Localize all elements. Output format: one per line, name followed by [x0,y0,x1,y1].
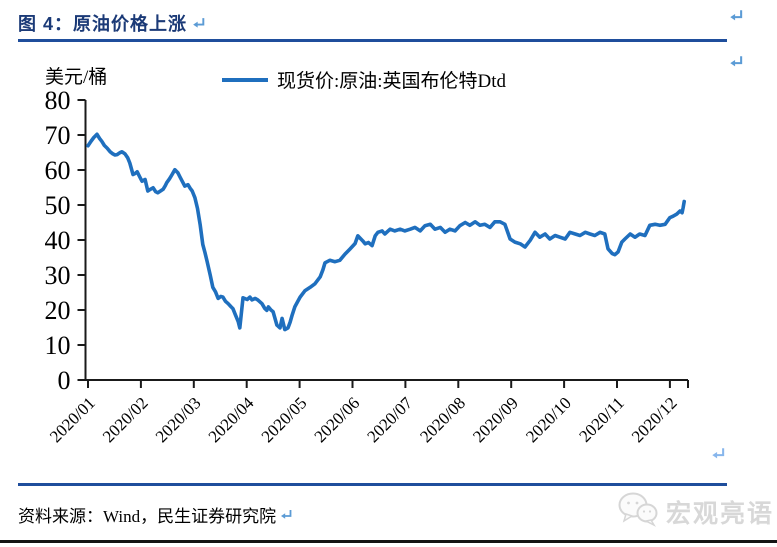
return-mark-icon [728,54,744,70]
legend-label: 现货价:原油:英国布伦特Dtd [277,71,507,92]
x-tick-label: 2020/04 [205,393,258,446]
source-text: 资料来源：Wind，民生证券研究院 [18,507,277,526]
y-tick-label: 30 [45,261,71,290]
y-tick-label: 70 [45,121,71,150]
return-mark-icon [279,508,293,522]
x-tick-label: 2020/06 [310,393,363,446]
y-axis-unit-label: 美元/桶 [45,67,108,88]
x-tick-label: 2020/10 [522,393,575,446]
bottom-border-rule [0,540,777,543]
figure-title: 图 4：原油价格上涨 [18,14,188,34]
y-tick-label: 0 [58,366,71,395]
footer-divider-rule [18,483,727,486]
title-divider-rule [18,39,727,42]
source-row: 资料来源：Wind，民生证券研究院 [18,502,293,527]
y-tick-label: 40 [45,226,71,255]
y-tick-label: 50 [45,191,71,220]
axis-lines [84,100,688,381]
x-tick-label: 2020/07 [363,393,416,446]
x-tick-label: 2020/11 [575,393,627,445]
watermark-label: 宏观亮语 [666,499,775,528]
y-tick-label: 80 [45,86,71,115]
y-tick-label: 20 [45,296,71,325]
figure-title-row: 图 4：原油价格上涨 [18,10,206,36]
y-tick-label: 60 [45,156,71,185]
return-mark-icon [191,16,206,31]
return-mark-icon [728,8,744,24]
x-tick-label: 2020/01 [46,393,99,446]
x-tick-label: 2020/08 [416,393,469,446]
return-mark-icon [710,446,726,462]
x-tick-label: 2020/02 [99,393,152,446]
chart-legend: 现货价:原油:英国布伦特Dtd [222,66,506,93]
y-tick-label: 10 [45,331,71,360]
x-tick-label: 2020/05 [258,393,311,446]
x-tick-label: 2020/12 [628,393,681,446]
legend-line-swatch [222,77,268,82]
wechat-bubbles-icon [616,490,660,533]
price-line [86,132,687,332]
watermark: 宏观亮语 [616,490,774,533]
x-tick-label: 2020/09 [469,393,522,446]
x-tick-label: 2020/03 [152,393,205,446]
